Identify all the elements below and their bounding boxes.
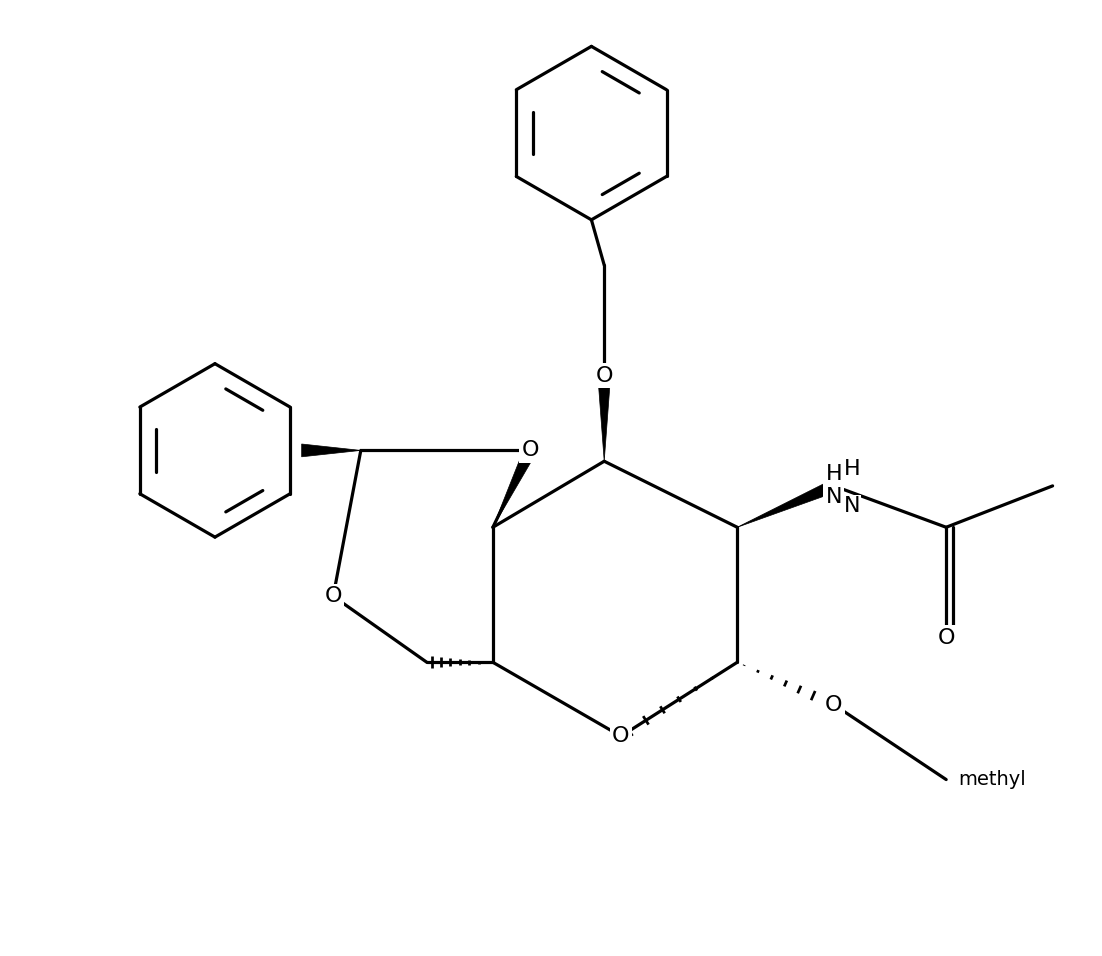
Text: O: O (521, 441, 539, 461)
Text: H
N: H N (825, 465, 842, 508)
Text: O: O (613, 727, 629, 747)
Polygon shape (302, 444, 360, 457)
Text: O: O (825, 695, 843, 715)
Polygon shape (737, 480, 836, 528)
Text: H: H (844, 459, 861, 479)
Text: O: O (595, 365, 613, 385)
Text: O: O (324, 586, 342, 606)
Polygon shape (597, 376, 611, 461)
Polygon shape (493, 447, 536, 528)
Text: methyl: methyl (958, 770, 1026, 789)
Text: O: O (938, 628, 955, 647)
Text: N: N (844, 496, 861, 515)
